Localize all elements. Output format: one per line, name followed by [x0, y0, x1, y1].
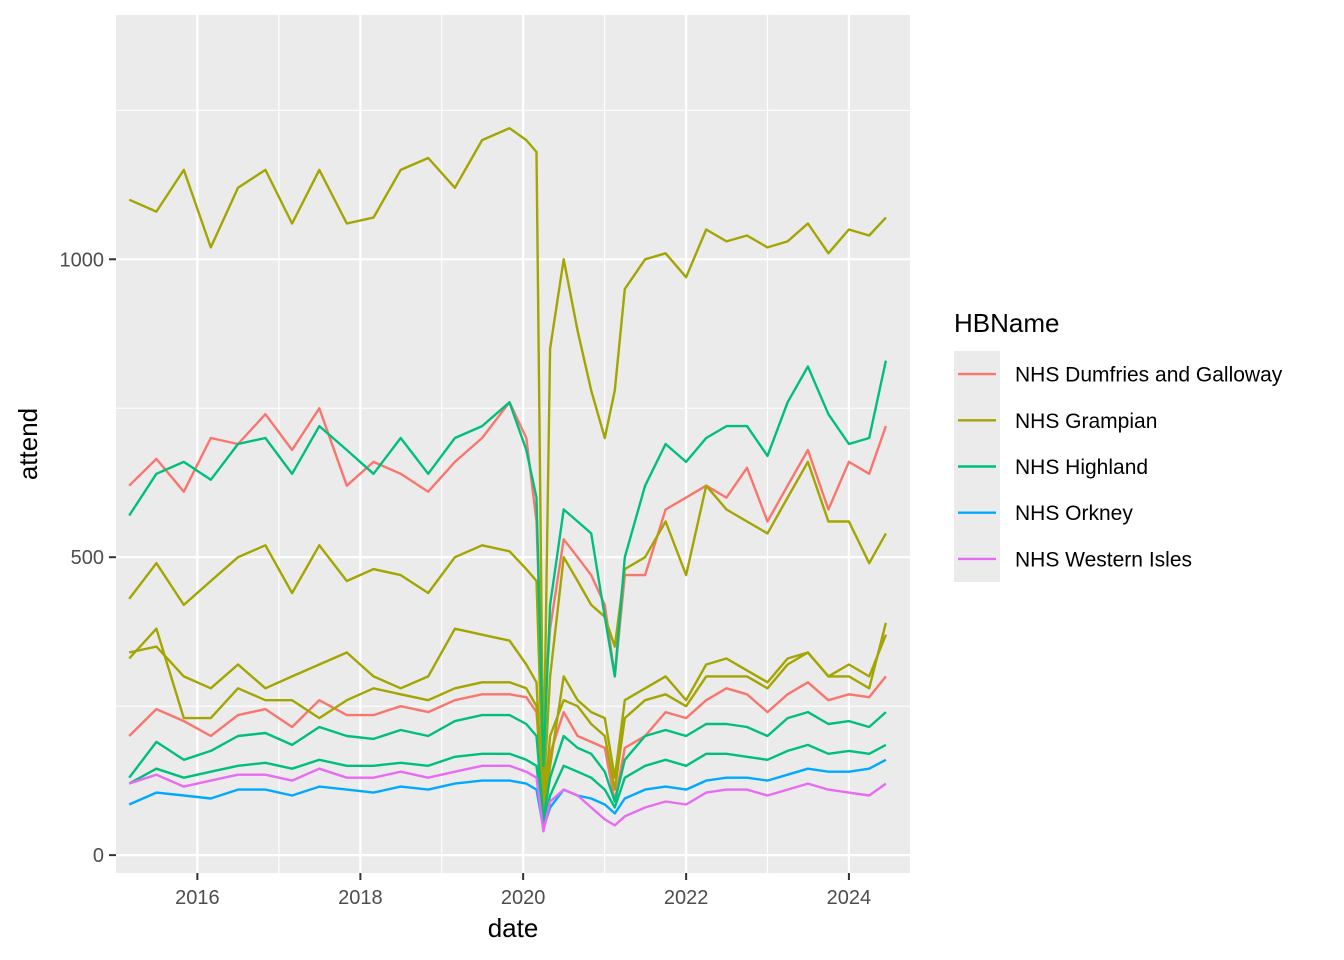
legend-label: NHS Dumfries and Galloway: [1015, 364, 1283, 387]
series-line-nhs-highland: [128, 743, 887, 827]
panel-background: [116, 15, 910, 873]
legend-label: NHS Highland: [1015, 456, 1148, 479]
legend-label: NHS Grampian: [1015, 410, 1157, 433]
y-tick-label: 500: [71, 547, 104, 569]
x-tick-label: 2018: [338, 887, 383, 909]
x-tick-label: 2022: [664, 887, 709, 909]
series-line-nhs-highland: [128, 360, 888, 767]
legend-items: NHS Dumfries and Galloway NHS Grampian NHS…: [954, 351, 1283, 582]
series-line-nhs-grampian: [128, 126, 887, 785]
series-line-nhs-dumfries-and-galloway: [128, 675, 887, 806]
series-line-nhs-highland: [128, 710, 887, 821]
series-line-nhs-orkney: [128, 758, 887, 830]
x-tick-labels: 2016 2018 2020 2022 2024: [175, 887, 871, 909]
x-tick-label: 2024: [827, 887, 872, 909]
y-tick-label: 1000: [60, 249, 105, 271]
x-tick-label: 2020: [501, 887, 546, 909]
series-layer: [128, 126, 888, 833]
legend-title: HBName: [954, 308, 1059, 338]
legend-label: NHS Orkney: [1015, 502, 1133, 525]
series-line-nhs-western-isles: [128, 764, 887, 833]
x-axis-title: date: [488, 913, 539, 943]
y-tick-label: 0: [93, 845, 104, 867]
x-tick-label: 2016: [175, 887, 220, 909]
y-tick-labels: 0 500 1000: [60, 249, 105, 867]
series-line-nhs-grampian: [128, 622, 888, 815]
legend: HBName NHS Dumfries and Galloway NHS Gram…: [954, 308, 1283, 582]
y-axis-title: attend: [13, 408, 43, 480]
series-line-nhs-dumfries-and-galloway: [128, 401, 888, 726]
series-line-nhs-grampian: [128, 460, 887, 800]
axis-ticks: [109, 258, 850, 880]
legend-label: NHS Western Isles: [1015, 548, 1192, 571]
